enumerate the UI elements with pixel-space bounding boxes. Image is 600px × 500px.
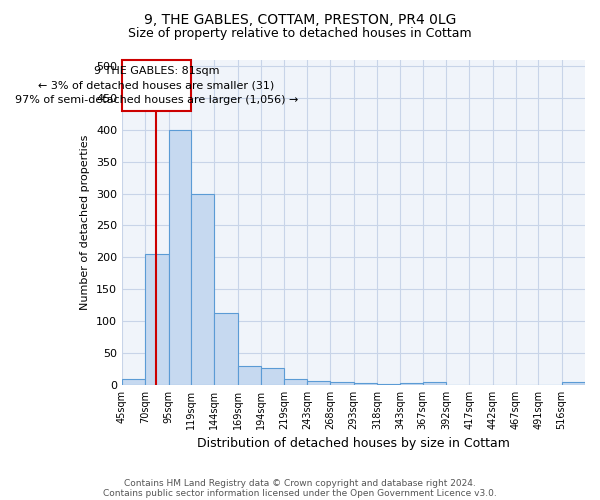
Bar <box>562 382 585 384</box>
X-axis label: Distribution of detached houses by size in Cottam: Distribution of detached houses by size … <box>197 437 510 450</box>
Text: Size of property relative to detached houses in Cottam: Size of property relative to detached ho… <box>128 28 472 40</box>
Bar <box>284 380 307 384</box>
Text: Contains public sector information licensed under the Open Government Licence v3: Contains public sector information licen… <box>103 488 497 498</box>
Bar <box>238 366 261 384</box>
Bar <box>307 380 330 384</box>
Bar <box>122 379 145 384</box>
Y-axis label: Number of detached properties: Number of detached properties <box>80 134 91 310</box>
Bar <box>330 382 353 384</box>
Text: ← 3% of detached houses are smaller (31): ← 3% of detached houses are smaller (31) <box>38 80 275 90</box>
Bar <box>261 368 284 384</box>
Bar <box>169 130 191 384</box>
Bar <box>214 312 238 384</box>
Text: 97% of semi-detached houses are larger (1,056) →: 97% of semi-detached houses are larger (… <box>15 95 298 105</box>
Bar <box>145 254 169 384</box>
Bar <box>422 382 446 384</box>
Text: Contains HM Land Registry data © Crown copyright and database right 2024.: Contains HM Land Registry data © Crown c… <box>124 478 476 488</box>
Text: 9, THE GABLES, COTTAM, PRESTON, PR4 0LG: 9, THE GABLES, COTTAM, PRESTON, PR4 0LG <box>144 12 456 26</box>
Text: 9 THE GABLES: 81sqm: 9 THE GABLES: 81sqm <box>94 66 219 76</box>
Bar <box>191 194 214 384</box>
FancyBboxPatch shape <box>122 60 191 111</box>
